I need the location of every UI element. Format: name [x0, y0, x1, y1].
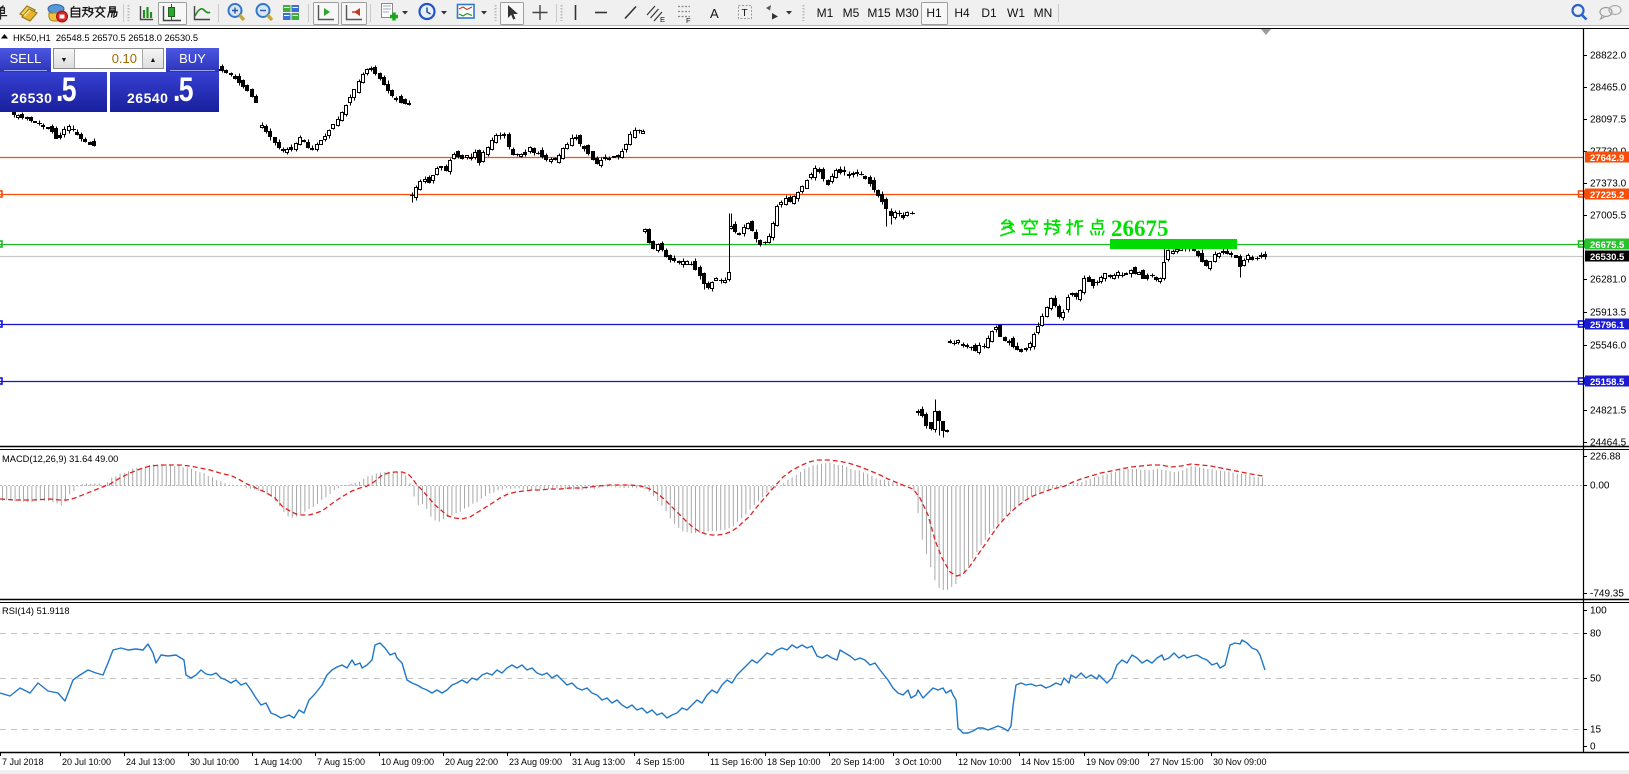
svg-text:27 Nov 15:00: 27 Nov 15:00 — [1150, 757, 1204, 767]
svg-text:28465.0: 28465.0 — [1590, 83, 1627, 94]
svg-text:-749.35: -749.35 — [1590, 589, 1624, 600]
svg-text:80: 80 — [1590, 629, 1602, 640]
svg-text:H1: H1 — [926, 6, 942, 20]
svg-text:26281.0: 26281.0 — [1590, 275, 1627, 286]
svg-text:M5: M5 — [843, 6, 860, 20]
svg-text:10 Aug 09:00: 10 Aug 09:00 — [381, 757, 434, 767]
svg-text:26530.5: 26530.5 — [1590, 252, 1625, 263]
svg-text:50: 50 — [1590, 674, 1602, 685]
svg-text:F: F — [686, 16, 691, 25]
svg-text:18 Sep 10:00: 18 Sep 10:00 — [767, 757, 821, 767]
svg-text:25796.1: 25796.1 — [1590, 320, 1625, 331]
svg-text:25158.5: 25158.5 — [1590, 377, 1625, 388]
svg-text:24 Jul 13:00: 24 Jul 13:00 — [126, 757, 175, 767]
svg-text:A: A — [710, 6, 719, 21]
svg-text:30 Jul 10:00: 30 Jul 10:00 — [190, 757, 239, 767]
svg-text:0: 0 — [1590, 742, 1596, 753]
svg-text:28822.0: 28822.0 — [1590, 51, 1627, 62]
svg-text:12 Nov 10:00: 12 Nov 10:00 — [958, 757, 1012, 767]
svg-text:4 Sep 15:00: 4 Sep 15:00 — [636, 757, 685, 767]
svg-text:E: E — [660, 15, 665, 24]
svg-text:3 Oct 10:00: 3 Oct 10:00 — [895, 757, 942, 767]
svg-text:226.88: 226.88 — [1590, 452, 1621, 463]
svg-text:100: 100 — [1590, 606, 1607, 617]
svg-text:14 Nov 15:00: 14 Nov 15:00 — [1021, 757, 1075, 767]
svg-text:25913.5: 25913.5 — [1590, 308, 1627, 319]
svg-text:20 Aug 22:00: 20 Aug 22:00 — [445, 757, 498, 767]
svg-text:26675: 26675 — [1111, 216, 1169, 241]
svg-text:24821.5: 24821.5 — [1590, 406, 1627, 417]
svg-text:M15: M15 — [867, 6, 891, 20]
svg-text:23 Aug 09:00: 23 Aug 09:00 — [509, 757, 562, 767]
svg-text:24464.5: 24464.5 — [1590, 438, 1627, 449]
svg-text:W1: W1 — [1007, 6, 1025, 20]
svg-text:28097.5: 28097.5 — [1590, 115, 1627, 126]
svg-text:MACD(12,26,9) 31.64 49.00: MACD(12,26,9) 31.64 49.00 — [2, 454, 118, 464]
svg-text:19 Nov 09:00: 19 Nov 09:00 — [1086, 757, 1140, 767]
svg-text:27225.2: 27225.2 — [1590, 190, 1624, 201]
svg-text:D1: D1 — [981, 6, 997, 20]
svg-text:RSI(14) 51.9118: RSI(14) 51.9118 — [2, 606, 70, 616]
svg-text:0.00: 0.00 — [1590, 481, 1610, 492]
svg-text:1 Aug 14:00: 1 Aug 14:00 — [254, 757, 302, 767]
svg-text:HK50,H1 26548.5 26570.5 26518: HK50,H1 26548.5 26570.5 26518.0 26530.5 — [13, 33, 198, 43]
svg-text:H4: H4 — [954, 6, 970, 20]
svg-text:M1: M1 — [817, 6, 834, 20]
svg-text:26675.5: 26675.5 — [1590, 240, 1625, 251]
svg-text:15: 15 — [1590, 725, 1602, 736]
svg-text:27642.9: 27642.9 — [1590, 153, 1624, 164]
svg-text:M30: M30 — [895, 6, 919, 20]
svg-text:7 Aug 15:00: 7 Aug 15:00 — [317, 757, 365, 767]
svg-text:20 Jul 10:00: 20 Jul 10:00 — [62, 757, 111, 767]
svg-text:7 Jul 2018: 7 Jul 2018 — [2, 757, 44, 767]
svg-text:27373.0: 27373.0 — [1590, 179, 1627, 190]
svg-text:31 Aug 13:00: 31 Aug 13:00 — [572, 757, 625, 767]
svg-text:27005.5: 27005.5 — [1590, 211, 1627, 222]
svg-text:30 Nov 09:00: 30 Nov 09:00 — [1213, 757, 1267, 767]
svg-text:20 Sep 14:00: 20 Sep 14:00 — [831, 757, 885, 767]
svg-text:T: T — [742, 8, 748, 19]
svg-text:11 Sep 16:00: 11 Sep 16:00 — [710, 757, 763, 767]
svg-text:MN: MN — [1034, 6, 1053, 20]
svg-text:25546.0: 25546.0 — [1590, 341, 1627, 352]
